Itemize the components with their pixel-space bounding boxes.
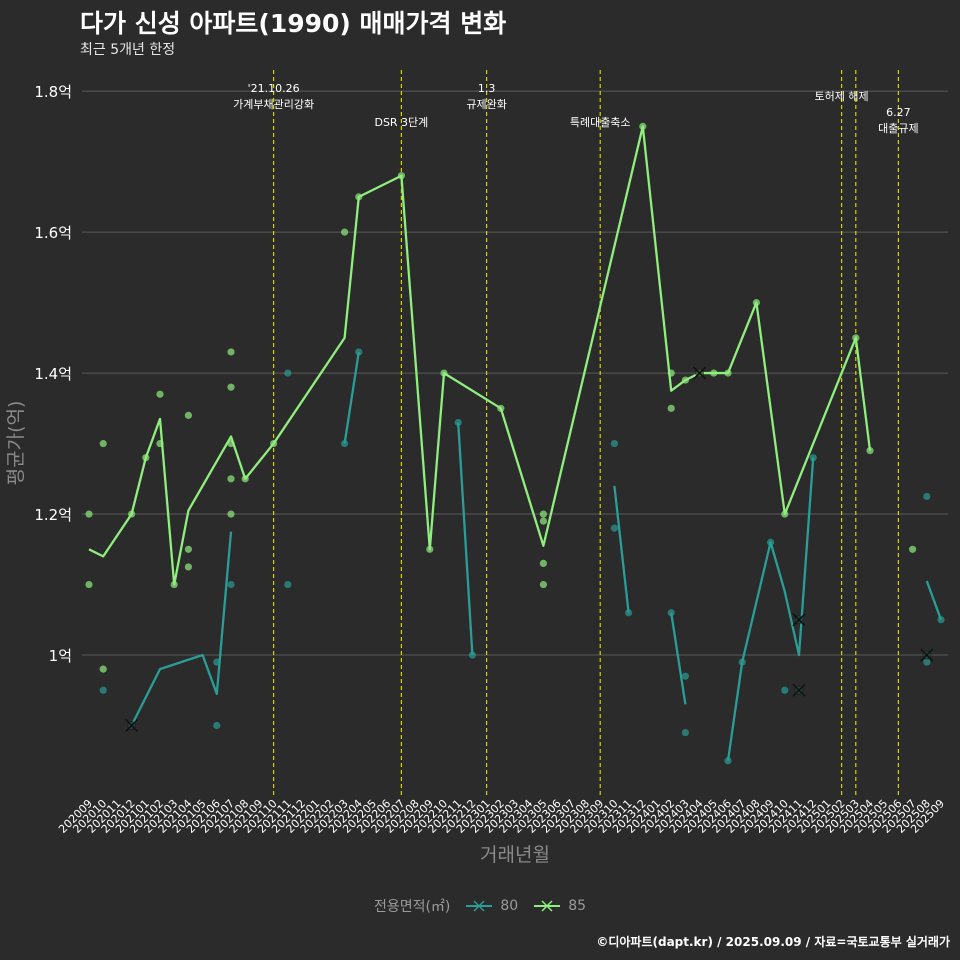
data-point-80 [284, 580, 292, 589]
series-line-80 [130, 531, 233, 727]
legend: 전용면적(㎡) 80 85 [0, 896, 960, 916]
data-point-80 [468, 651, 476, 659]
y-tick-label: 1.4억 [34, 365, 72, 383]
data-point-80 [724, 757, 732, 765]
chart-subtitle: 최근 5개년 한정 [80, 42, 176, 58]
y-tick-label: 1.6억 [34, 224, 72, 242]
cross-marker-stroke [792, 683, 806, 697]
data-point-80 [610, 524, 619, 532]
data-point-85 [85, 510, 93, 518]
data-point-85 [184, 411, 192, 419]
event-label: DSR 3단계 [374, 116, 428, 129]
data-point-85 [184, 545, 192, 553]
event-label: 토허제 해제 [815, 89, 869, 103]
legend-title: 전용면적(㎡) [373, 899, 451, 915]
data-point-85 [909, 545, 917, 553]
cross-marker-stroke [920, 648, 934, 662]
legend-label-80: 80 [500, 898, 519, 914]
x-axis-title: 거래년월 [480, 844, 550, 866]
event-label: 대출규제 [878, 122, 918, 135]
data-point-80 [99, 686, 107, 694]
cross-marker-80 [792, 613, 806, 627]
series-line-80 [925, 580, 943, 621]
data-point-85 [227, 475, 235, 483]
data-point-80 [625, 609, 633, 617]
event-label: 1.3 [478, 82, 496, 95]
source-caption: ©디아파트(dapt.kr) / 2025.09.09 / 자료=국토교통부 실… [596, 935, 950, 949]
legend-label-85: 85 [568, 898, 587, 914]
data-point-80 [681, 728, 690, 737]
data-point-85 [227, 383, 235, 391]
series-line-80 [613, 485, 630, 613]
legend-item-80: 80 [464, 897, 518, 915]
data-point-85 [539, 510, 548, 518]
cross-marker-stroke [792, 613, 806, 627]
data-point-85 [227, 348, 235, 356]
data-point-85 [341, 228, 349, 236]
data-point-80 [610, 439, 619, 448]
data-point-85 [99, 665, 107, 673]
y-tick-label: 1.2억 [34, 506, 72, 524]
data-point-85 [156, 390, 164, 398]
data-point-85 [99, 439, 107, 448]
data-point-80 [681, 672, 690, 680]
chart-title: 다가 신성 아파트(1990) 매매가격 변화 [80, 9, 507, 38]
data-point-80 [213, 721, 221, 730]
series-line-80 [343, 351, 360, 444]
cross-marker-80 [125, 718, 139, 733]
series-line-80 [457, 422, 474, 656]
data-point-85 [539, 559, 548, 567]
cross-marker-stroke [125, 718, 139, 733]
cross-marker-85 [693, 366, 707, 380]
data-point-80 [809, 454, 817, 462]
data-point-85 [667, 404, 675, 412]
cross-marker-stroke [693, 366, 707, 380]
data-point-85 [539, 580, 548, 589]
series-line-85 [88, 125, 872, 586]
y-tick-label: 1.8억 [34, 83, 72, 101]
legend-key-85 [534, 900, 561, 912]
legend-item-85: 85 [532, 897, 586, 915]
legend-key-80 [466, 900, 493, 912]
event-label: 6.27 [886, 106, 911, 119]
series-line-80 [726, 457, 815, 761]
y-axis-title: 평균가(억) [5, 401, 27, 486]
data-point-80 [227, 580, 235, 589]
event-label: '21.10.26 [248, 82, 300, 95]
data-point-85 [85, 580, 93, 589]
event-label: 규제완화 [466, 98, 506, 111]
cross-marker-80 [920, 648, 934, 662]
event-label: 특례대출축소 [570, 116, 631, 129]
data-point-80 [923, 492, 931, 501]
series-line-80 [670, 612, 687, 705]
cross-marker-80 [792, 683, 806, 697]
data-point-85 [184, 563, 192, 571]
data-point-80 [923, 658, 931, 666]
data-point-80 [781, 686, 789, 694]
data-point-85 [227, 510, 235, 518]
y-tick-label: 1억 [49, 647, 72, 665]
data-point-80 [284, 369, 292, 377]
event-label: 가계부채관리강화 [233, 98, 314, 111]
data-point-85 [539, 517, 548, 525]
